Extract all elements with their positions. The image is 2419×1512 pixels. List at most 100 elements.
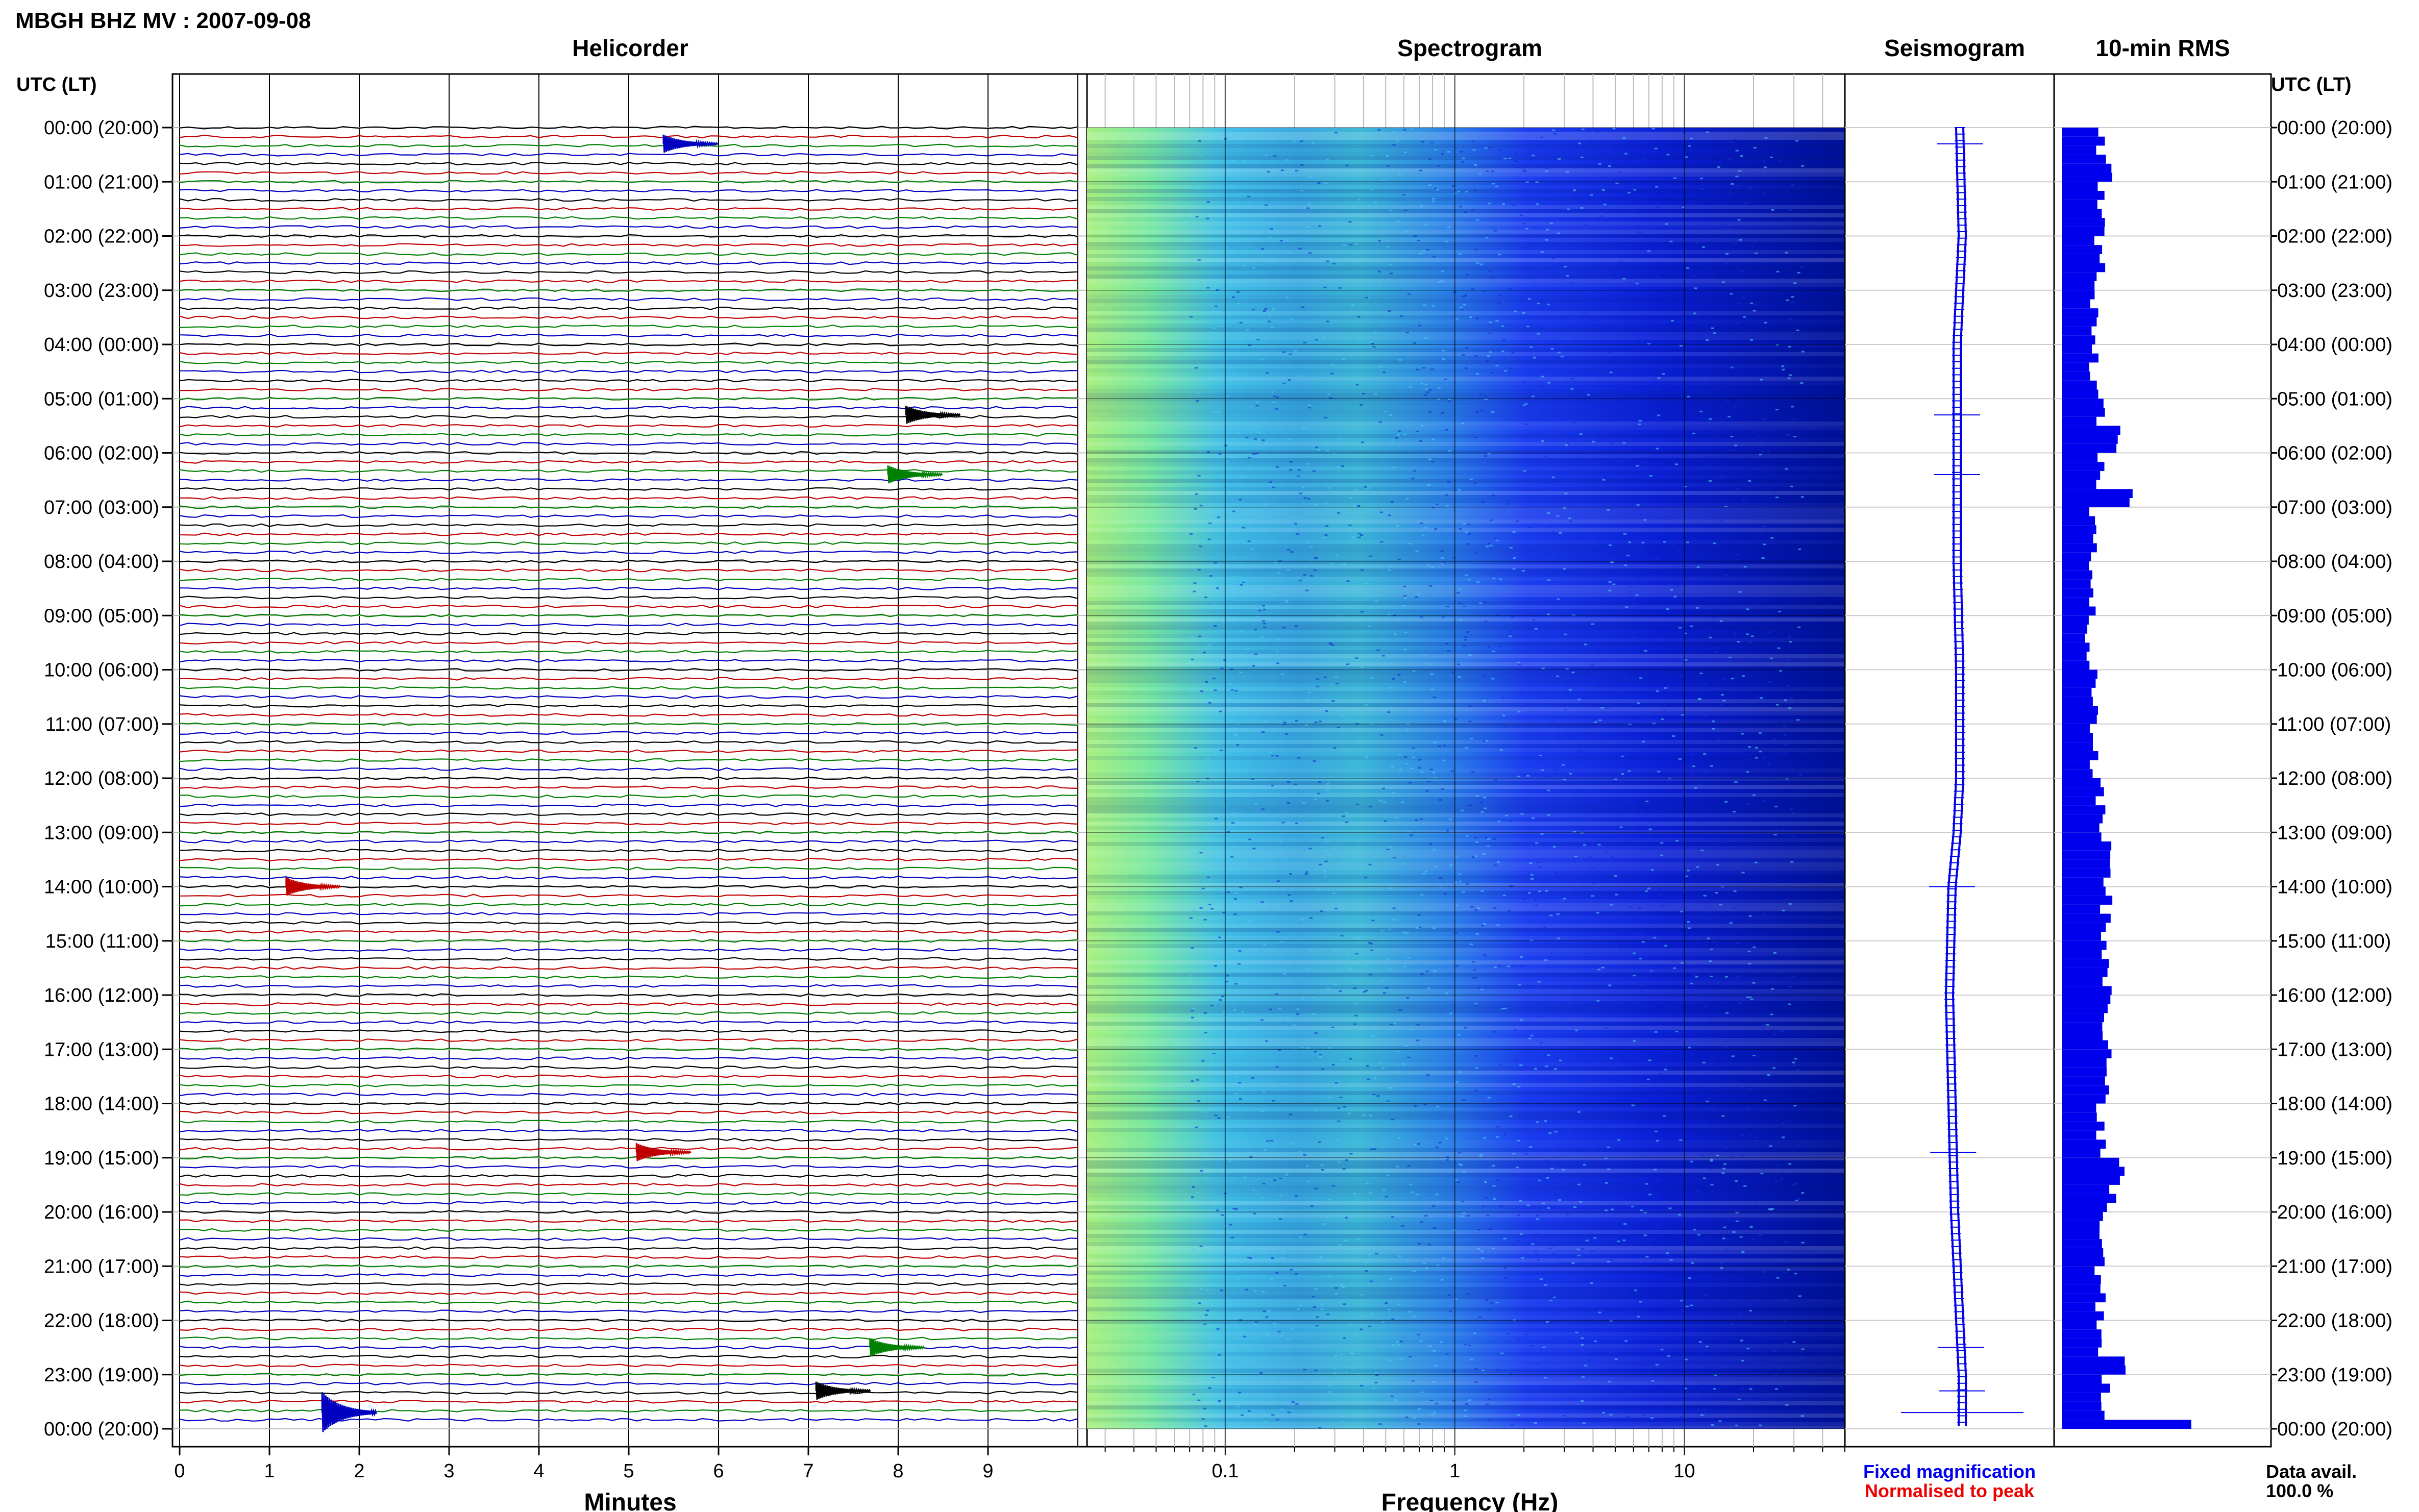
spectrogram-speck [1499, 578, 1502, 580]
spectrogram-speck [1769, 156, 1773, 158]
spectrogram-speck [1389, 264, 1392, 266]
spectrogram-speck [1665, 223, 1668, 225]
spectrogram-speck [1388, 310, 1391, 312]
spectrogram-speck [1333, 1372, 1337, 1374]
spectrogram-speck [1315, 1072, 1318, 1074]
spectrogram-band [1087, 409, 1845, 413]
spectrogram-speck [1679, 1116, 1682, 1118]
spectrogram-band [1087, 1087, 1845, 1091]
spectrogram-speck [1474, 355, 1477, 357]
spectrogram-speck [1459, 307, 1463, 309]
spectrogram-speck [1708, 1020, 1711, 1022]
spectrogram-speck [1192, 1008, 1195, 1010]
spectrogram-speck [1318, 863, 1322, 865]
spectrogram-speck [1765, 169, 1769, 171]
spectrogram-speck [1393, 1023, 1397, 1025]
spectrogram-speck [1438, 1142, 1442, 1144]
spectrogram-band [1087, 368, 1845, 373]
spectrogram-speck [1285, 296, 1289, 299]
spectrogram-band [1087, 568, 1845, 573]
spectrogram-speck [1328, 642, 1332, 644]
spectrogram-speck [1678, 1214, 1681, 1216]
spectrogram-speck [1315, 1325, 1319, 1327]
spectrogram-speck [1690, 137, 1693, 139]
spectrogram-band [1087, 1381, 1845, 1385]
spectrogram-band [1087, 1422, 1845, 1426]
spectrogram-speck [1199, 1245, 1203, 1247]
spectrogram-speck [1544, 1120, 1547, 1122]
spectrogram-speck [1482, 1205, 1486, 1207]
spectrogram-speck [1191, 1200, 1194, 1202]
spectrogram-speck [1605, 212, 1608, 214]
spectrogram-speck [1576, 1248, 1580, 1250]
spectrogram-band [1087, 866, 1845, 871]
spectrogram-speck [1741, 872, 1745, 874]
spectrogram-band [1087, 593, 1845, 597]
spectrogram-speck [1417, 1143, 1420, 1145]
spectrogram-speck [1532, 618, 1536, 621]
spectrogram-speck [1557, 556, 1561, 558]
helicorder-trace [179, 135, 1078, 139]
spectrogram-speck [1605, 1182, 1608, 1184]
spectrogram-speck [1680, 1416, 1683, 1418]
spectrogram-band [1087, 1181, 1845, 1185]
spectrogram-speck [1503, 1237, 1507, 1240]
spectrogram-speck [1221, 996, 1224, 997]
spectrogram-speck [1726, 227, 1730, 229]
spectrogram-speck [1501, 325, 1504, 327]
spectrogram-speck [1608, 581, 1612, 583]
spectrogram-speck [1428, 1345, 1432, 1347]
spectrogram-speck [1725, 401, 1729, 402]
spectrogram-band [1087, 1091, 1845, 1095]
spectrogram-speck [1518, 842, 1521, 845]
spectrogram-speck [1468, 1399, 1471, 1401]
helicorder-trace [179, 297, 1078, 302]
spectrogram-speck [1615, 182, 1619, 184]
spectrogram-speck [1600, 433, 1603, 435]
spectrogram-speck [1556, 675, 1560, 677]
spectrogram-speck [1697, 699, 1701, 701]
spectrogram-speck [1797, 271, 1800, 274]
spectrogram-speck [1737, 219, 1741, 221]
spectrogram-speck [1522, 898, 1526, 900]
spectrogram-speck [1768, 681, 1771, 683]
rms-bar [2062, 760, 2090, 770]
rms-bar [2062, 200, 2097, 209]
spectrogram-speck [1323, 676, 1327, 678]
spectrogram-speck [1766, 443, 1770, 445]
spectrogram-speck [1559, 532, 1562, 534]
spectrogram-speck [1298, 247, 1302, 250]
spectrogram-speck [1537, 1015, 1540, 1018]
spectrogram-speck [1423, 304, 1426, 306]
rms-bar [2062, 796, 2096, 806]
spectrogram-speck [1206, 451, 1210, 453]
helicorder-trace [179, 1156, 1078, 1160]
spectrogram-speck [1547, 1054, 1550, 1056]
spectrogram-speck [1301, 306, 1304, 308]
spectrogram-band [1087, 1340, 1845, 1344]
spectrogram-speck [1431, 566, 1435, 568]
spectrogram-speck [1297, 757, 1301, 759]
spectrogram-speck [1279, 851, 1283, 853]
spectrogram-speck [1360, 1294, 1364, 1296]
spectrogram-speck [1714, 651, 1718, 653]
spectrogram-band [1087, 658, 1845, 662]
spectrogram-speck [1789, 641, 1792, 643]
time-tick-right: 01:00 (21:00) [2277, 171, 2392, 193]
spectrogram-band [1087, 564, 1845, 568]
helicorder-trace [179, 1110, 1078, 1114]
spectrogram-speck [1700, 850, 1704, 852]
spectrogram-speck [1500, 1352, 1504, 1354]
spectrogram-band [1087, 1271, 1845, 1275]
spectrogram-speck [1562, 1218, 1566, 1220]
spectrogram-speck [1470, 209, 1474, 211]
spectrogram-speck [1734, 781, 1738, 783]
spectrogram-speck [1378, 421, 1382, 423]
spectrogram-speck [1580, 751, 1584, 753]
spectrogram-speck [1524, 247, 1528, 249]
spectrogram-speck [1730, 1323, 1734, 1325]
rms-bar [2062, 1013, 2104, 1023]
spectrogram-speck [1270, 326, 1274, 328]
spectrogram-speck [1389, 272, 1393, 275]
spectrogram-speck [1461, 1216, 1464, 1218]
